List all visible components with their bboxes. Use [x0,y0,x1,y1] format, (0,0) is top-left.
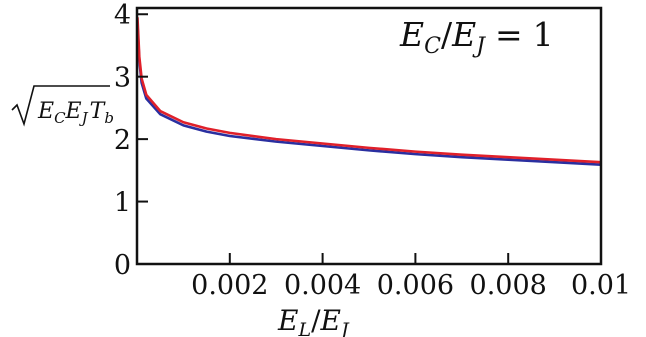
plot-frame [135,6,603,266]
series-line-2 [136,17,602,164]
x-tick-label: 0.002 [191,270,268,301]
y-tick-label: 3 [114,63,131,94]
y-tick-label: 0 [114,250,131,281]
annotation-ec-over-ej: EC/EJ = 1 [399,15,554,59]
series-layer [136,17,602,167]
tick-layer: 0.002 0.004 0.006 0.008 0.01 0 1 2 3 4 [114,0,631,301]
x-axis-label: EL/EJ [277,304,350,337]
y-tick-label: 1 [114,188,131,219]
y-tick-label: 4 [114,0,131,31]
x-tick-label: 0.004 [284,270,361,301]
sqrt-sign [11,85,110,127]
y-tick-label: 2 [114,125,131,156]
x-tick-label: 0.008 [470,270,547,301]
x-tick-label: 0.01 [571,270,631,301]
series-line-1 [136,23,602,167]
svg-text:ECEJTb: ECEJTb [37,99,114,127]
x-tick-label: 0.006 [377,270,454,301]
y-axis-label: ECEJTb [11,85,114,127]
